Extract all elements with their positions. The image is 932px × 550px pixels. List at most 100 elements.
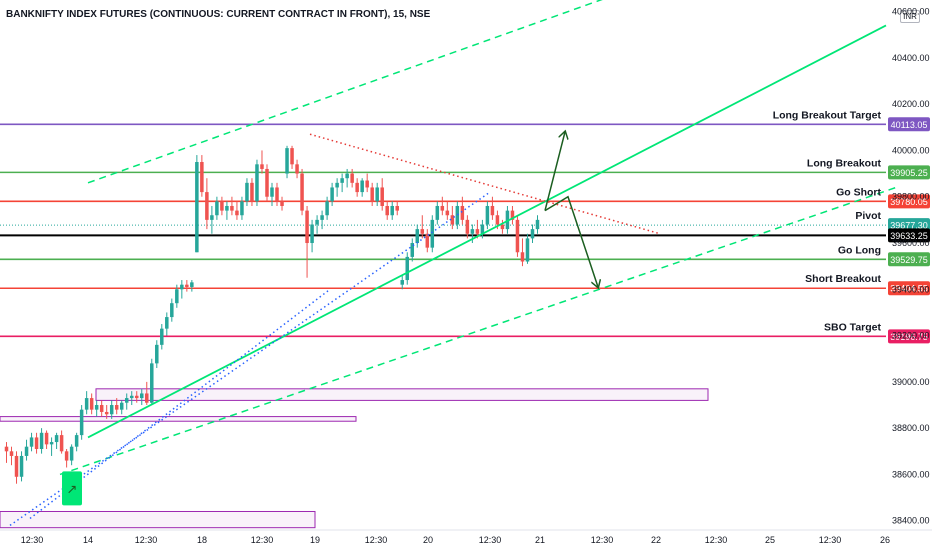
candle-body[interactable] (460, 205, 465, 220)
candle-body[interactable] (485, 205, 490, 225)
candle-body[interactable] (165, 317, 169, 329)
candle-body[interactable] (315, 219, 319, 225)
candle-body[interactable] (360, 180, 364, 193)
candle-body[interactable] (44, 432, 49, 445)
candle-body[interactable] (160, 328, 164, 345)
candle-body[interactable] (520, 252, 525, 262)
price-badge-7[interactable] (888, 329, 930, 344)
candle-body[interactable] (245, 182, 249, 202)
candle-body[interactable] (440, 205, 445, 211)
candle-body[interactable] (495, 215, 500, 225)
candle-body[interactable] (49, 442, 54, 445)
candle-body[interactable] (410, 243, 415, 257)
candle-body[interactable] (395, 205, 399, 211)
candle-body[interactable] (280, 201, 284, 206)
trend-line-1[interactable] (87, 0, 620, 184)
candle-body[interactable] (19, 455, 24, 477)
candle-body[interactable] (185, 284, 189, 287)
candle-body[interactable] (74, 435, 79, 447)
candle-body[interactable] (305, 210, 309, 244)
price-badge-5[interactable] (888, 252, 930, 267)
candle-body[interactable] (240, 201, 244, 216)
candle-body[interactable] (84, 398, 89, 410)
candle-body[interactable] (310, 224, 314, 244)
candle-body[interactable] (285, 148, 289, 174)
candle-body[interactable] (490, 205, 495, 216)
candle-body[interactable] (330, 187, 334, 202)
candle-body[interactable] (385, 205, 389, 216)
candle-body[interactable] (4, 446, 9, 452)
candle-body[interactable] (34, 437, 39, 449)
candle-body[interactable] (114, 405, 119, 410)
candle-body[interactable] (59, 435, 64, 452)
candle-body[interactable] (205, 192, 209, 220)
candle-body[interactable] (380, 187, 384, 206)
candle-body[interactable] (355, 182, 359, 193)
candle-body[interactable] (109, 405, 114, 415)
candle-body[interactable] (99, 405, 104, 412)
candle-body[interactable] (155, 344, 159, 364)
trend-line-0[interactable] (87, 24, 887, 439)
candle-body[interactable] (445, 210, 450, 216)
candle-body[interactable] (510, 210, 515, 220)
candle-body[interactable] (470, 229, 475, 234)
candle-body[interactable] (225, 205, 229, 211)
candle-body[interactable] (230, 205, 234, 211)
candle-body[interactable] (235, 210, 239, 216)
candle-body[interactable] (54, 435, 59, 443)
candle-body[interactable] (345, 173, 349, 179)
candle-body[interactable] (150, 363, 154, 403)
candle-body[interactable] (450, 215, 455, 225)
currency-badge[interactable]: INR (900, 10, 920, 23)
candle-body[interactable] (200, 162, 204, 193)
candle-body[interactable] (335, 182, 339, 188)
candle-body[interactable] (175, 289, 179, 304)
candle-body[interactable] (94, 405, 99, 410)
trend-line-3[interactable] (9, 191, 491, 526)
candle-body[interactable] (425, 233, 430, 248)
candle-body[interactable] (260, 164, 264, 169)
candle-body[interactable] (430, 219, 435, 248)
candle-body[interactable] (320, 215, 324, 220)
candle-body[interactable] (475, 229, 480, 234)
candle-body[interactable] (300, 173, 304, 211)
candle-body[interactable] (535, 219, 540, 230)
candle-body[interactable] (500, 224, 505, 230)
candle-body[interactable] (140, 393, 144, 399)
candle-body[interactable] (415, 229, 420, 244)
candle-body[interactable] (400, 280, 404, 285)
candle-body[interactable] (210, 215, 214, 220)
candle-body[interactable] (255, 164, 259, 202)
candle-body[interactable] (250, 182, 254, 202)
candle-body[interactable] (9, 451, 14, 456)
trend-line-2[interactable] (59, 186, 897, 476)
candle-body[interactable] (14, 455, 19, 477)
candle-body[interactable] (134, 395, 139, 399)
candle-body[interactable] (420, 229, 425, 234)
candle-body[interactable] (215, 201, 219, 216)
price-badge-2[interactable] (888, 194, 930, 209)
candle-body[interactable] (119, 402, 124, 410)
candle-body[interactable] (295, 164, 299, 174)
projection-down-arrow[interactable] (544, 195, 598, 287)
candle-body[interactable] (145, 393, 149, 403)
candle-body[interactable] (530, 229, 535, 239)
candle-body[interactable] (64, 451, 69, 461)
candle-body[interactable] (365, 180, 369, 188)
candle-body[interactable] (69, 446, 74, 461)
candle-body[interactable] (124, 398, 129, 403)
candle-body[interactable] (405, 256, 410, 281)
candle-body[interactable] (325, 201, 329, 216)
candle-body[interactable] (24, 446, 29, 456)
signal-marker-box[interactable] (62, 471, 82, 506)
candle-body[interactable] (350, 173, 354, 183)
candle-body[interactable] (480, 224, 485, 234)
candle-body[interactable] (435, 205, 440, 220)
candle-body[interactable] (390, 205, 394, 216)
candle-body[interactable] (29, 437, 34, 447)
candle-body[interactable] (465, 219, 470, 234)
price-badge-6[interactable] (888, 281, 930, 296)
candle-body[interactable] (180, 284, 184, 290)
candle-body[interactable] (195, 162, 199, 253)
projection-up-arrow[interactable] (544, 132, 565, 211)
